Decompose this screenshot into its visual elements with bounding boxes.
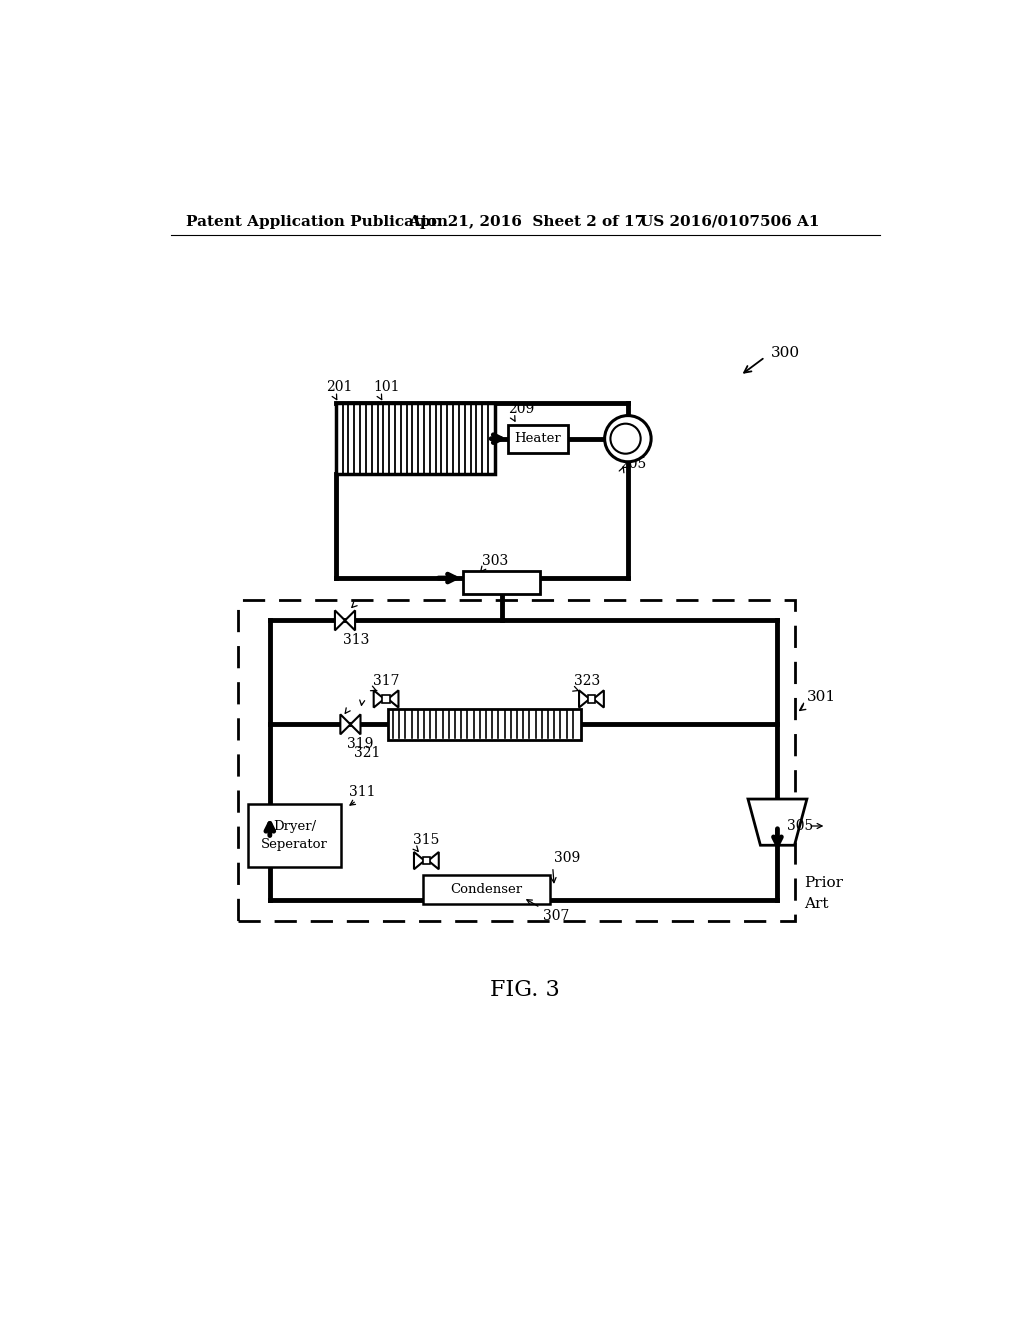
Text: 305: 305 — [786, 818, 813, 833]
Bar — [238, 599, 795, 921]
Text: Apr. 21, 2016  Sheet 2 of 17: Apr. 21, 2016 Sheet 2 of 17 — [409, 215, 646, 228]
Text: Condenser: Condenser — [451, 883, 522, 896]
Text: 307: 307 — [543, 909, 569, 923]
Bar — [423, 857, 430, 865]
Text: Prior
Art: Prior Art — [805, 876, 844, 911]
Polygon shape — [748, 799, 807, 845]
Bar — [508, 425, 568, 453]
Circle shape — [610, 424, 641, 454]
Text: US 2016/0107506 A1: US 2016/0107506 A1 — [640, 215, 819, 228]
Polygon shape — [579, 690, 590, 708]
Text: 300: 300 — [771, 346, 801, 360]
Text: 321: 321 — [354, 746, 381, 760]
Bar — [336, 404, 495, 474]
Bar — [248, 804, 341, 867]
Polygon shape — [335, 610, 345, 631]
Text: 323: 323 — [573, 675, 600, 688]
Text: 101: 101 — [373, 380, 399, 395]
Text: 205: 205 — [621, 457, 646, 471]
Bar — [463, 572, 541, 594]
Bar — [588, 696, 595, 702]
Text: 313: 313 — [343, 634, 370, 648]
Text: 319: 319 — [347, 738, 374, 751]
Polygon shape — [414, 851, 425, 870]
Text: 315: 315 — [414, 833, 439, 847]
Text: 317: 317 — [373, 675, 399, 688]
Polygon shape — [345, 610, 355, 631]
Text: 301: 301 — [807, 690, 836, 705]
Text: 209: 209 — [508, 401, 534, 416]
Text: Dryer/
Seperator: Dryer/ Seperator — [261, 820, 328, 850]
Text: Patent Application Publication: Patent Application Publication — [186, 215, 449, 228]
Bar — [382, 696, 390, 702]
Polygon shape — [374, 690, 384, 708]
Text: 309: 309 — [554, 851, 581, 866]
Text: 303: 303 — [482, 554, 509, 568]
Bar — [423, 875, 550, 904]
Bar — [388, 709, 582, 739]
Polygon shape — [428, 851, 438, 870]
Polygon shape — [350, 714, 360, 734]
Polygon shape — [340, 714, 350, 734]
Polygon shape — [388, 690, 398, 708]
Text: 201: 201 — [326, 380, 352, 395]
Polygon shape — [593, 690, 604, 708]
Text: 311: 311 — [349, 785, 376, 799]
Text: Heater: Heater — [515, 432, 561, 445]
Text: FIG. 3: FIG. 3 — [489, 979, 560, 1001]
Circle shape — [604, 416, 651, 462]
